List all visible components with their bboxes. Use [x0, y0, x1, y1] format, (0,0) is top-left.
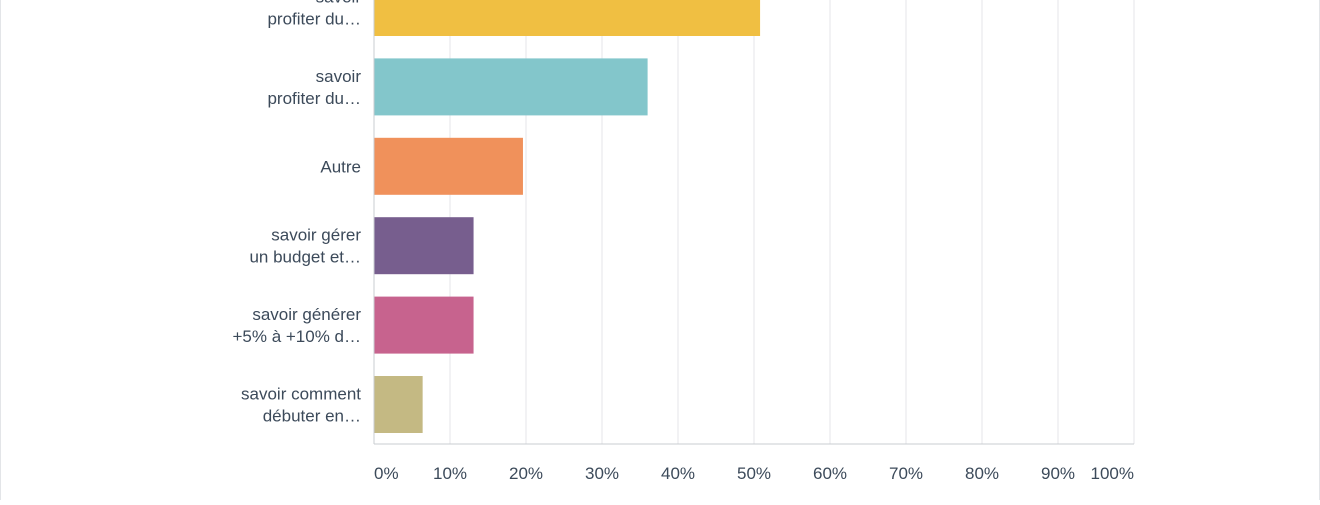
category-label: profiter du… [267, 89, 361, 108]
category-label: +5% à +10% d… [232, 327, 361, 346]
x-tick-label: 80% [965, 464, 999, 483]
bar [374, 217, 474, 275]
category-label: Autre [320, 157, 361, 176]
x-tick-label: 10% [433, 464, 467, 483]
x-tick-label: 70% [889, 464, 923, 483]
category-label: savoir générer [252, 305, 361, 324]
left-frame-line [0, 0, 1, 500]
bar [374, 137, 523, 195]
x-tick-label: 30% [585, 464, 619, 483]
bar [374, 296, 474, 354]
category-label: un budget et… [249, 248, 361, 267]
category-label: savoir [316, 67, 362, 86]
x-tick-label: 0% [374, 464, 399, 483]
bar [374, 58, 648, 116]
x-tick-label: 40% [661, 464, 695, 483]
x-tick-label: 90% [1041, 464, 1075, 483]
category-label: débuter en… [263, 407, 361, 426]
category-label: savoir comment [241, 385, 361, 404]
x-tick-label: 100% [1091, 464, 1134, 483]
x-tick-label: 60% [813, 464, 847, 483]
bar [374, 376, 423, 433]
category-label: savoir gérer [271, 226, 361, 245]
category-label: profiter du… [267, 10, 361, 29]
bar [374, 0, 761, 36]
x-tick-label: 20% [509, 464, 543, 483]
category-label: savoir [316, 0, 362, 7]
x-tick-label: 50% [737, 464, 771, 483]
